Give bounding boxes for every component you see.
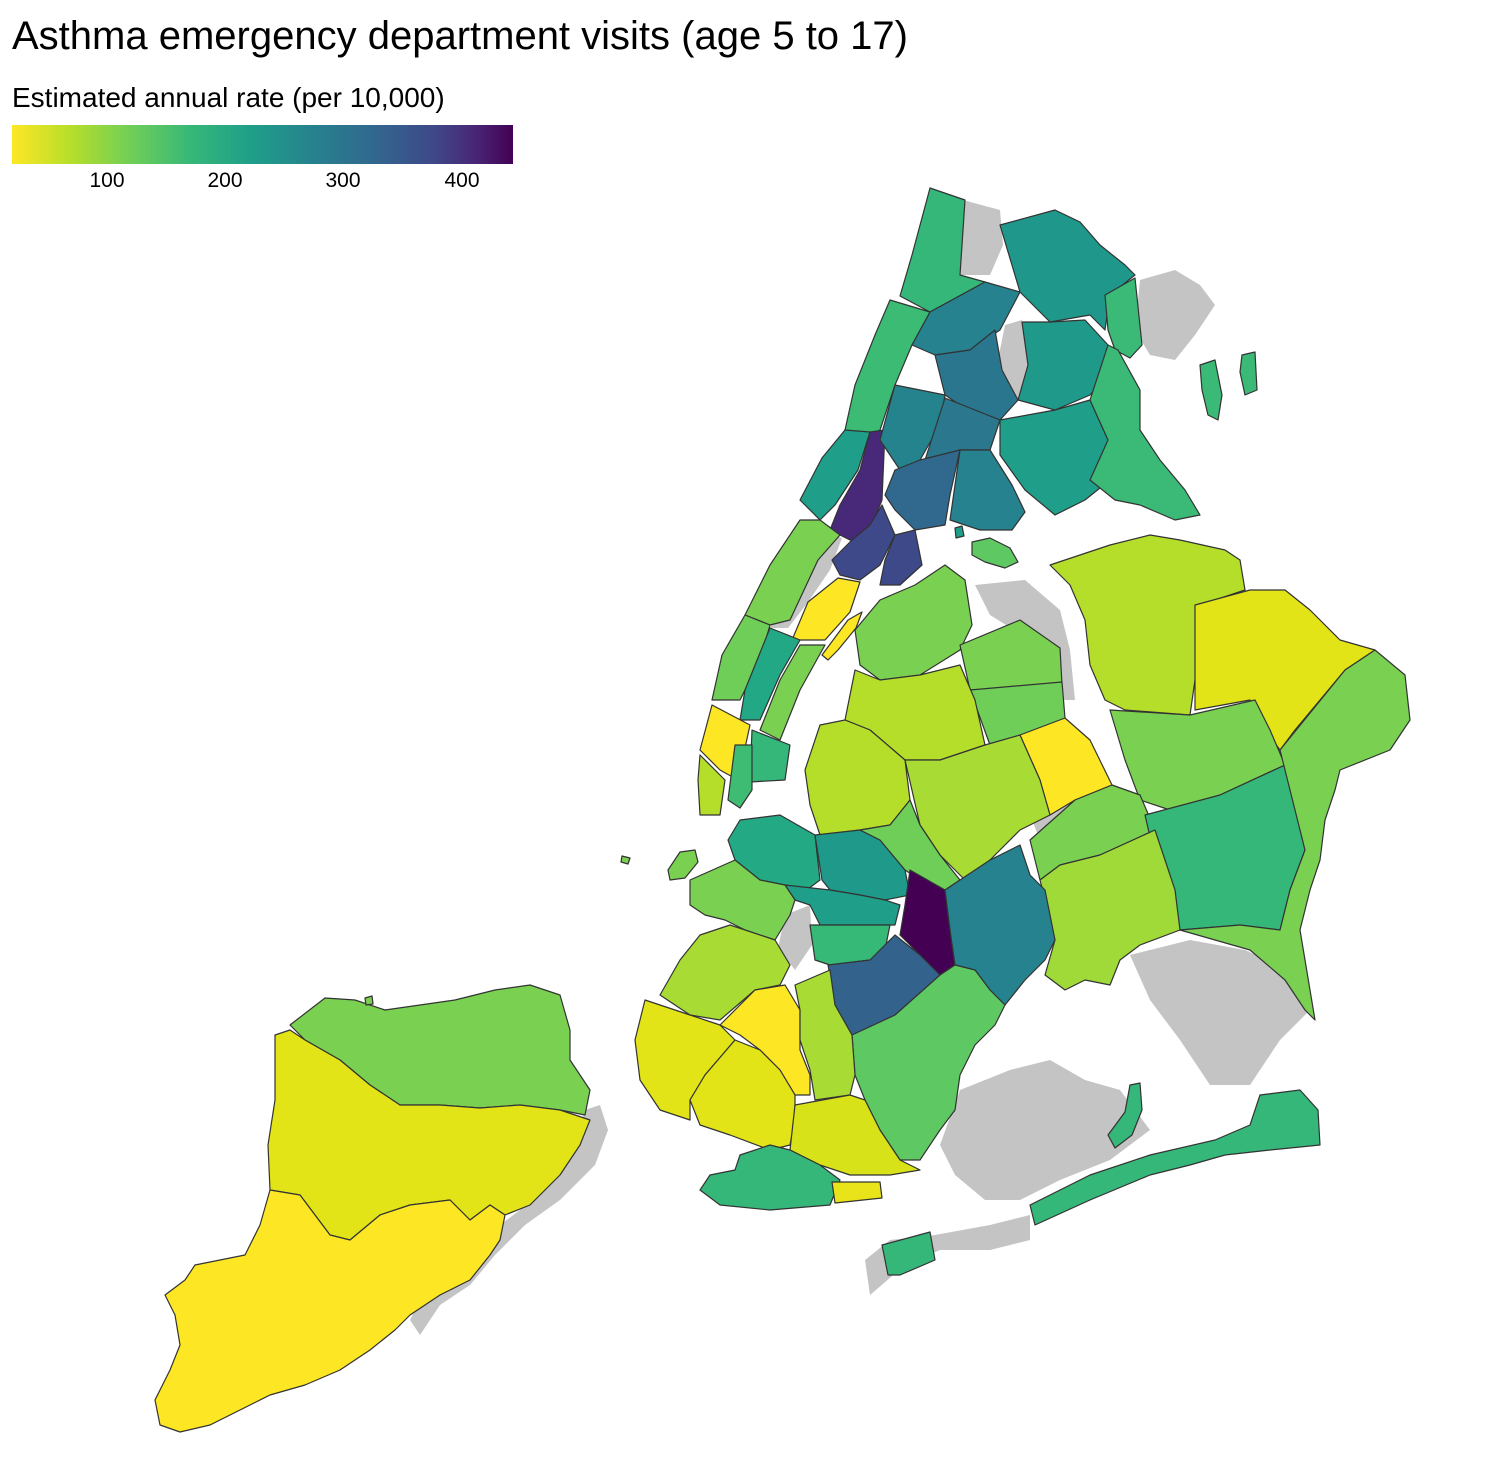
- legend-title: Estimated annual rate (per 10,000): [12, 82, 445, 113]
- district-south-shore: [154, 1189, 506, 1433]
- district-co-op-city: [1104, 277, 1143, 359]
- district-east-harlem: [831, 504, 896, 581]
- gray-area-rockaway-west: [865, 1215, 1030, 1295]
- district-upper-west-side: [744, 519, 841, 626]
- district-rosedale: [1179, 649, 1411, 1021]
- district-woodhaven: [1039, 829, 1181, 991]
- islands: [364, 351, 1258, 1149]
- district-borough-park: [719, 984, 811, 1096]
- color-scale-bar: [12, 125, 513, 164]
- district-throgs-neck: [1089, 344, 1201, 521]
- district-murray-hill: [759, 644, 826, 741]
- district-lower-east-side: [727, 744, 753, 809]
- district-polygons: [154, 187, 1411, 1433]
- district-midtown: [739, 627, 801, 721]
- island-rikers: [971, 537, 1019, 569]
- island-governors: [667, 849, 699, 881]
- island-hart: [1199, 359, 1223, 421]
- district-rockaway: [1029, 1089, 1321, 1226]
- legend-tick-200: 200: [207, 169, 243, 192]
- gray-area-ferry-point: [1135, 270, 1215, 360]
- district-manhattan-beach: [831, 1181, 883, 1204]
- district-parkchester: [999, 399, 1111, 516]
- district-coney-island: [699, 1144, 841, 1211]
- district-mott-haven: [879, 529, 923, 586]
- legend-tick-300: 300: [325, 169, 361, 192]
- map-title: Asthma emergency department visits (age …: [12, 14, 908, 58]
- gray-area-jfk: [1130, 940, 1310, 1085]
- district-clinton: [711, 614, 771, 701]
- legend-tick-400: 400: [444, 169, 480, 192]
- island-shooters: [364, 995, 374, 1006]
- district-greenwich-village: [697, 754, 726, 816]
- island-liberty: [620, 855, 631, 865]
- district-upper-east-side: [791, 577, 861, 641]
- district-brooklyn-heights: [689, 859, 796, 941]
- legend-tick-100: 100: [89, 169, 125, 192]
- gray-area-riverdale: [960, 200, 1003, 275]
- gray-area-jamaica-bay: [940, 1060, 1150, 1200]
- island-broad-channel: [1107, 1082, 1143, 1149]
- island-north-brother: [954, 525, 965, 539]
- district-breezy-point: [881, 1231, 936, 1276]
- district-stuyvesant: [749, 729, 791, 783]
- island-randalls: [821, 611, 863, 661]
- district-astoria: [854, 564, 973, 681]
- district-bedford-stuyvesant: [784, 884, 901, 926]
- island-city-island: [1239, 351, 1258, 396]
- district-hunts-point: [949, 449, 1026, 531]
